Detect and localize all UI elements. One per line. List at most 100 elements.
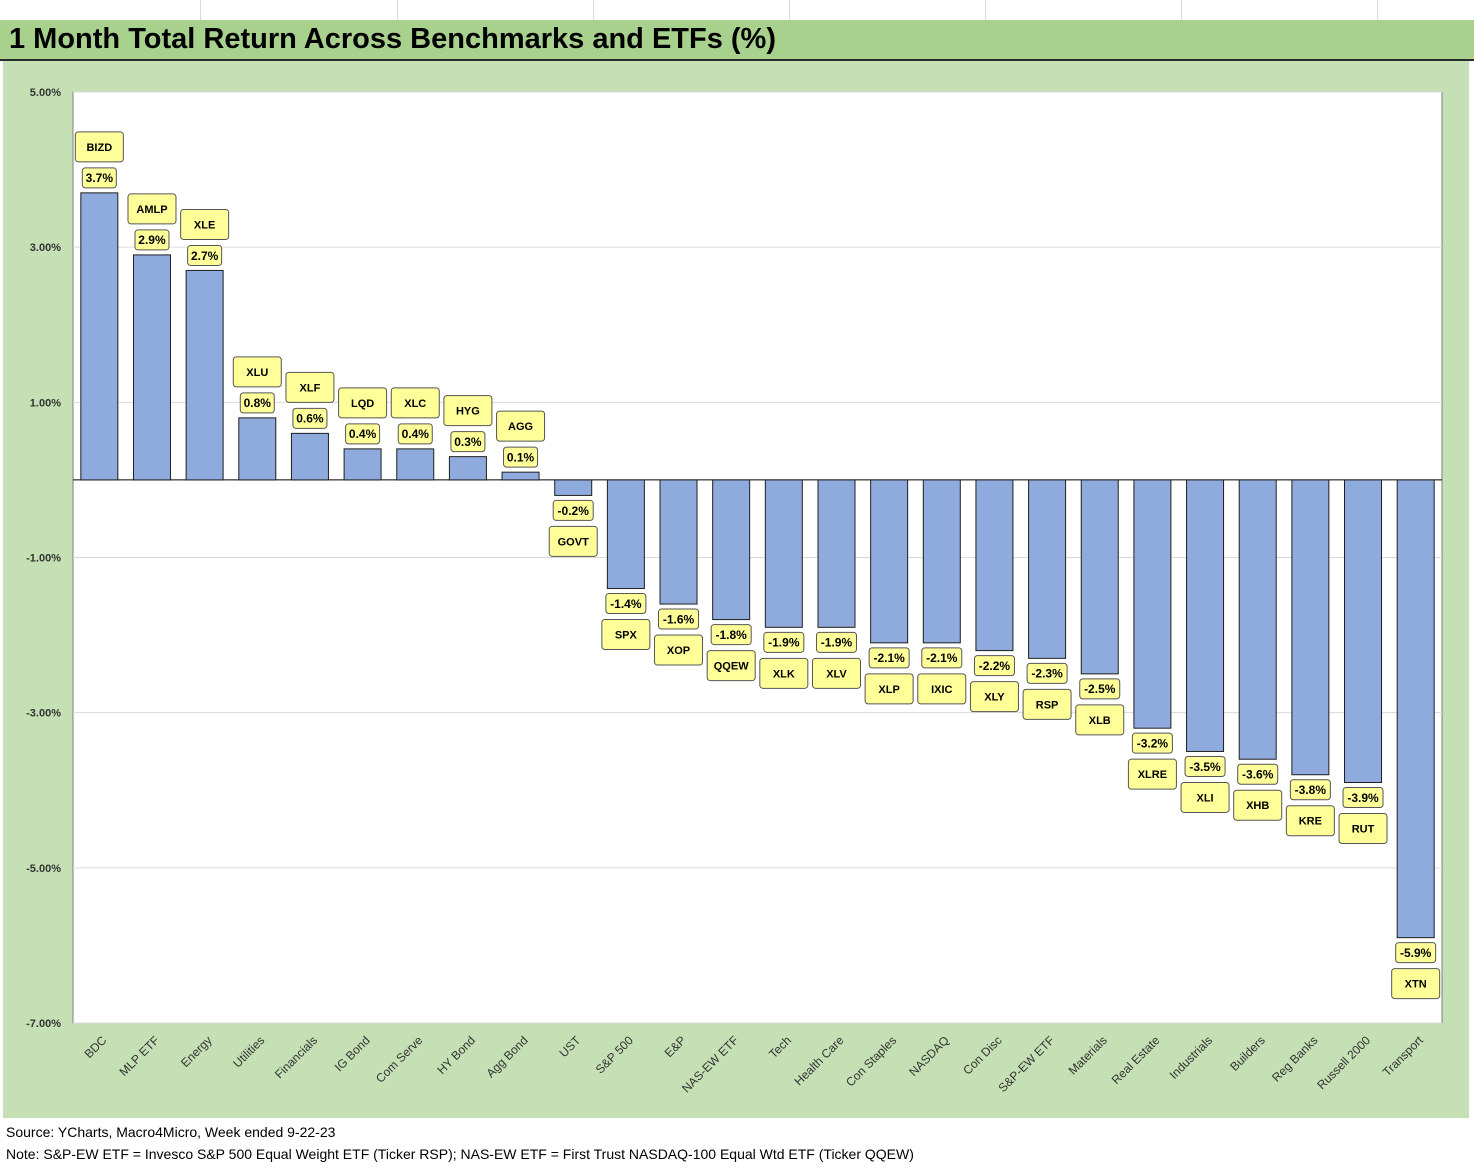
ticker-label: RSP — [1036, 699, 1059, 711]
category-label: Con Staples — [843, 1033, 899, 1089]
bar — [132, 254, 171, 481]
bar — [185, 269, 224, 481]
y-tick-label: -7.00% — [26, 1018, 61, 1030]
chart-area: 5.00% 3.00% 1.00% -1.00% -3.00% -5.00% -7.00% 3… — [3, 61, 1469, 1118]
ticker-label-box — [338, 387, 388, 419]
value-label: -5.9% — [1400, 946, 1432, 960]
ticker-label-box — [654, 634, 704, 666]
bar — [1396, 479, 1435, 939]
bar — [817, 479, 856, 628]
bar — [1028, 479, 1067, 659]
category-label: E&P — [662, 1033, 689, 1060]
y-tick-label: 1.00% — [30, 397, 61, 409]
bar — [290, 432, 329, 481]
ticker-label: XLU — [246, 367, 268, 379]
ticker-label: QQEW — [714, 661, 749, 673]
value-label-box — [1184, 755, 1226, 777]
value-label: -2.3% — [1031, 667, 1063, 681]
ticker-label: IXIC — [931, 684, 952, 696]
ticker-label-box — [1285, 805, 1335, 837]
bar — [975, 479, 1014, 652]
bar — [501, 471, 540, 481]
value-label: -1.8% — [715, 628, 747, 642]
y-tick-label: -5.00% — [26, 863, 61, 875]
value-label: -0.2% — [558, 504, 590, 518]
bar — [764, 479, 803, 628]
bar — [712, 479, 751, 621]
value-label: 0.6% — [296, 412, 324, 426]
spreadsheet-gridlines — [0, 0, 1474, 30]
value-label-box — [921, 647, 963, 669]
ticker-label-box — [548, 525, 598, 557]
y-tick-label: -3.00% — [26, 708, 61, 720]
category-label: IG Bond — [332, 1033, 373, 1074]
bar-chart: 5.00% 3.00% 1.00% -1.00% -3.00% -5.00% -7.00% 3… — [26, 87, 1443, 1095]
value-label-box — [658, 608, 700, 630]
value-label-box — [868, 647, 910, 669]
bar — [1080, 479, 1119, 675]
category-label: Builders — [1227, 1033, 1268, 1074]
ticker-label-box — [706, 650, 756, 682]
value-label-box — [1079, 678, 1121, 700]
ticker-label-box — [443, 395, 493, 427]
value-label: -3.5% — [1189, 760, 1221, 774]
value-label: 0.4% — [349, 427, 377, 441]
category-label: S&P-EW ETF — [995, 1033, 1057, 1095]
y-tick-label: 5.00% — [30, 87, 61, 99]
value-label-box — [1289, 779, 1331, 801]
ticker-label-box — [601, 619, 651, 651]
value-label: 0.1% — [507, 450, 535, 464]
bar — [343, 448, 382, 481]
value-label-box — [1237, 763, 1279, 785]
ticker-label-box — [127, 193, 177, 225]
ticker-label: RUT — [1352, 823, 1375, 835]
ticker-label: AMLP — [136, 204, 167, 216]
y-tick-label: -1.00% — [26, 553, 61, 565]
ticker-label-box — [917, 673, 967, 705]
value-label-box — [1026, 662, 1068, 684]
ticker-label: LQD — [351, 398, 374, 410]
ticker-label: XLI — [1196, 792, 1213, 804]
footnote: Note: S&P-EW ETF = Invesco S&P 500 Equal… — [6, 1146, 914, 1162]
category-label: BDC — [82, 1033, 110, 1061]
ticker-label-box — [1233, 789, 1283, 821]
category-label: Industrials — [1167, 1033, 1216, 1082]
bar — [238, 417, 277, 481]
value-label: -2.1% — [873, 651, 905, 665]
value-label-box — [1342, 786, 1384, 808]
value-label-box — [292, 407, 328, 429]
category-label: MLP ETF — [117, 1033, 163, 1079]
value-label: -2.1% — [926, 651, 958, 665]
bar — [554, 479, 593, 496]
ticker-label: XLY — [984, 692, 1005, 704]
category-label: Com Serve — [373, 1033, 426, 1086]
ticker-label-box — [74, 131, 124, 163]
ticker-label: XLC — [404, 398, 426, 410]
bar — [1344, 479, 1383, 783]
ticker-label: KRE — [1299, 816, 1322, 828]
ticker-label: GOVT — [558, 536, 589, 548]
category-label: HY Bond — [434, 1033, 478, 1077]
bar — [1186, 479, 1225, 752]
category-label: NASDAQ — [906, 1033, 952, 1079]
ticker-label: XHB — [1246, 800, 1269, 812]
value-label-box — [710, 624, 752, 646]
category-label: Reg Banks — [1269, 1033, 1320, 1084]
ticker-label: XLRE — [1138, 769, 1167, 781]
value-label-box — [605, 593, 647, 615]
value-label: 0.4% — [402, 427, 430, 441]
category-label: Utilities — [230, 1033, 267, 1070]
bar — [606, 479, 645, 590]
bar — [1291, 479, 1330, 776]
category-label: NAS-EW ETF — [679, 1033, 741, 1095]
ticker-label: SPX — [615, 629, 638, 641]
value-label: 0.8% — [244, 396, 272, 410]
value-label: -1.9% — [768, 636, 800, 650]
value-label-box — [1131, 732, 1173, 754]
ticker-label-box — [1180, 781, 1230, 813]
category-label: Energy — [178, 1033, 215, 1070]
category-label: Materials — [1066, 1033, 1110, 1077]
category-label: S&P 500 — [593, 1033, 636, 1076]
category-label: UST — [556, 1033, 583, 1060]
ticker-label-box — [864, 673, 914, 705]
